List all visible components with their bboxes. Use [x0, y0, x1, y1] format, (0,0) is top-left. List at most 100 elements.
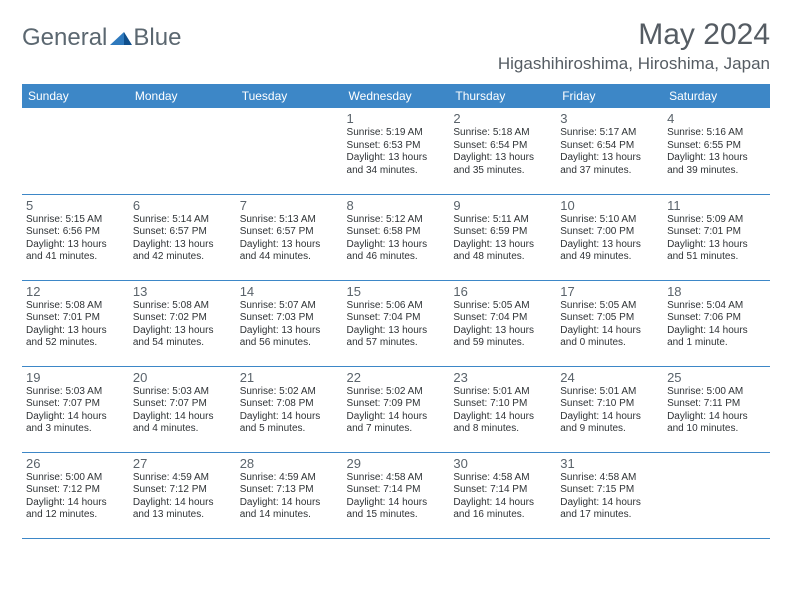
- calendar-day-cell: 9Sunrise: 5:11 AMSunset: 6:59 PMDaylight…: [449, 194, 556, 280]
- logo-icon: [110, 29, 132, 47]
- day-info-line: Sunrise: 5:08 AM: [133, 300, 232, 313]
- calendar-day-cell: 18Sunrise: 5:04 AMSunset: 7:06 PMDayligh…: [663, 280, 770, 366]
- day-info-line: Daylight: 14 hours: [133, 411, 232, 424]
- day-number: 31: [560, 456, 659, 471]
- day-info-line: Sunrise: 4:58 AM: [560, 472, 659, 485]
- day-number: 10: [560, 198, 659, 213]
- day-info-line: Sunset: 7:15 PM: [560, 484, 659, 497]
- calendar-day-cell: 25Sunrise: 5:00 AMSunset: 7:11 PMDayligh…: [663, 366, 770, 452]
- day-info-line: Sunrise: 5:18 AM: [453, 127, 552, 140]
- day-info-line: Sunrise: 5:00 AM: [26, 472, 125, 485]
- day-info-line: Daylight: 14 hours: [347, 497, 446, 510]
- day-info-line: Sunset: 7:14 PM: [453, 484, 552, 497]
- day-info: Sunrise: 4:58 AMSunset: 7:15 PMDaylight:…: [560, 472, 659, 522]
- day-number: 14: [240, 284, 339, 299]
- day-info-line: Daylight: 14 hours: [667, 411, 766, 424]
- day-info-line: Sunrise: 5:12 AM: [347, 214, 446, 227]
- day-info: Sunrise: 4:59 AMSunset: 7:13 PMDaylight:…: [240, 472, 339, 522]
- calendar-day-cell: 12Sunrise: 5:08 AMSunset: 7:01 PMDayligh…: [22, 280, 129, 366]
- calendar-day-cell: [129, 108, 236, 194]
- day-info-line: and 17 minutes.: [560, 509, 659, 522]
- day-info-line: Sunrise: 4:58 AM: [347, 472, 446, 485]
- day-info-line: Sunrise: 5:05 AM: [453, 300, 552, 313]
- day-info-line: Daylight: 14 hours: [453, 497, 552, 510]
- calendar-day-cell: 24Sunrise: 5:01 AMSunset: 7:10 PMDayligh…: [556, 366, 663, 452]
- calendar-week-row: 19Sunrise: 5:03 AMSunset: 7:07 PMDayligh…: [22, 366, 770, 452]
- day-info-line: Sunrise: 4:58 AM: [453, 472, 552, 485]
- day-info-line: Sunrise: 5:02 AM: [240, 386, 339, 399]
- day-info-line: and 8 minutes.: [453, 423, 552, 436]
- day-info-line: Sunset: 7:01 PM: [26, 312, 125, 325]
- day-number: 2: [453, 111, 552, 126]
- day-info-line: Sunset: 7:10 PM: [560, 398, 659, 411]
- day-info-line: Sunrise: 5:03 AM: [26, 386, 125, 399]
- calendar-day-cell: 8Sunrise: 5:12 AMSunset: 6:58 PMDaylight…: [343, 194, 450, 280]
- day-number: 17: [560, 284, 659, 299]
- day-info-line: Sunrise: 5:06 AM: [347, 300, 446, 313]
- day-info-line: Sunrise: 5:17 AM: [560, 127, 659, 140]
- day-info-line: Sunset: 7:07 PM: [133, 398, 232, 411]
- calendar-day-cell: 4Sunrise: 5:16 AMSunset: 6:55 PMDaylight…: [663, 108, 770, 194]
- day-info-line: Daylight: 13 hours: [347, 152, 446, 165]
- day-info-line: Sunset: 7:04 PM: [347, 312, 446, 325]
- day-info: Sunrise: 5:08 AMSunset: 7:01 PMDaylight:…: [26, 300, 125, 350]
- brand-logo: General Blue: [22, 18, 181, 52]
- day-info-line: and 14 minutes.: [240, 509, 339, 522]
- day-info-line: Daylight: 13 hours: [240, 325, 339, 338]
- calendar-body: 1Sunrise: 5:19 AMSunset: 6:53 PMDaylight…: [22, 108, 770, 538]
- day-info-line: Daylight: 13 hours: [667, 239, 766, 252]
- day-number: 29: [347, 456, 446, 471]
- calendar-day-cell: 27Sunrise: 4:59 AMSunset: 7:12 PMDayligh…: [129, 452, 236, 538]
- day-info-line: Daylight: 13 hours: [453, 325, 552, 338]
- day-info-line: and 9 minutes.: [560, 423, 659, 436]
- calendar-day-cell: 20Sunrise: 5:03 AMSunset: 7:07 PMDayligh…: [129, 366, 236, 452]
- calendar-page: General Blue May 2024 Higashihiroshima, …: [0, 0, 792, 557]
- month-title: May 2024: [498, 18, 770, 52]
- calendar-week-row: 26Sunrise: 5:00 AMSunset: 7:12 PMDayligh…: [22, 452, 770, 538]
- day-info-line: Sunset: 6:57 PM: [133, 226, 232, 239]
- day-info-line: Sunset: 6:57 PM: [240, 226, 339, 239]
- day-info-line: Sunrise: 4:59 AM: [133, 472, 232, 485]
- calendar-day-cell: 15Sunrise: 5:06 AMSunset: 7:04 PMDayligh…: [343, 280, 450, 366]
- day-info-line: Daylight: 14 hours: [667, 325, 766, 338]
- day-info-line: and 54 minutes.: [133, 337, 232, 350]
- day-info-line: Daylight: 13 hours: [26, 325, 125, 338]
- weekday-header: Wednesday: [343, 84, 450, 108]
- day-info-line: Sunset: 6:54 PM: [560, 140, 659, 153]
- day-info-line: Daylight: 14 hours: [26, 411, 125, 424]
- calendar-week-row: 5Sunrise: 5:15 AMSunset: 6:56 PMDaylight…: [22, 194, 770, 280]
- day-info-line: Sunset: 7:09 PM: [347, 398, 446, 411]
- day-info-line: Sunrise: 5:01 AM: [560, 386, 659, 399]
- day-info-line: Sunrise: 5:01 AM: [453, 386, 552, 399]
- day-info-line: and 52 minutes.: [26, 337, 125, 350]
- day-info: Sunrise: 5:04 AMSunset: 7:06 PMDaylight:…: [667, 300, 766, 350]
- day-info: Sunrise: 5:03 AMSunset: 7:07 PMDaylight:…: [26, 386, 125, 436]
- day-info-line: Sunrise: 5:05 AM: [560, 300, 659, 313]
- day-info-line: Sunset: 6:54 PM: [453, 140, 552, 153]
- day-info-line: Sunset: 7:08 PM: [240, 398, 339, 411]
- day-info-line: and 7 minutes.: [347, 423, 446, 436]
- day-info-line: and 57 minutes.: [347, 337, 446, 350]
- calendar-day-cell: 16Sunrise: 5:05 AMSunset: 7:04 PMDayligh…: [449, 280, 556, 366]
- day-info-line: Daylight: 13 hours: [347, 325, 446, 338]
- location-label: Higashihiroshima, Hiroshima, Japan: [498, 54, 770, 74]
- calendar-day-cell: 1Sunrise: 5:19 AMSunset: 6:53 PMDaylight…: [343, 108, 450, 194]
- calendar-day-cell: 21Sunrise: 5:02 AMSunset: 7:08 PMDayligh…: [236, 366, 343, 452]
- weekday-header: Sunday: [22, 84, 129, 108]
- page-header: General Blue May 2024 Higashihiroshima, …: [22, 18, 770, 74]
- calendar-day-cell: 10Sunrise: 5:10 AMSunset: 7:00 PMDayligh…: [556, 194, 663, 280]
- day-info: Sunrise: 5:07 AMSunset: 7:03 PMDaylight:…: [240, 300, 339, 350]
- day-info-line: Sunrise: 5:00 AM: [667, 386, 766, 399]
- calendar-day-cell: 30Sunrise: 4:58 AMSunset: 7:14 PMDayligh…: [449, 452, 556, 538]
- calendar-day-cell: 7Sunrise: 5:13 AMSunset: 6:57 PMDaylight…: [236, 194, 343, 280]
- day-number: 11: [667, 198, 766, 213]
- day-info-line: Sunset: 6:53 PM: [347, 140, 446, 153]
- day-info-line: and 49 minutes.: [560, 251, 659, 264]
- day-info-line: Sunset: 6:59 PM: [453, 226, 552, 239]
- day-info-line: Sunset: 7:13 PM: [240, 484, 339, 497]
- weekday-header: Friday: [556, 84, 663, 108]
- day-info-line: Daylight: 13 hours: [667, 152, 766, 165]
- day-info-line: Sunrise: 5:10 AM: [560, 214, 659, 227]
- day-info-line: Daylight: 13 hours: [133, 239, 232, 252]
- day-info: Sunrise: 5:01 AMSunset: 7:10 PMDaylight:…: [560, 386, 659, 436]
